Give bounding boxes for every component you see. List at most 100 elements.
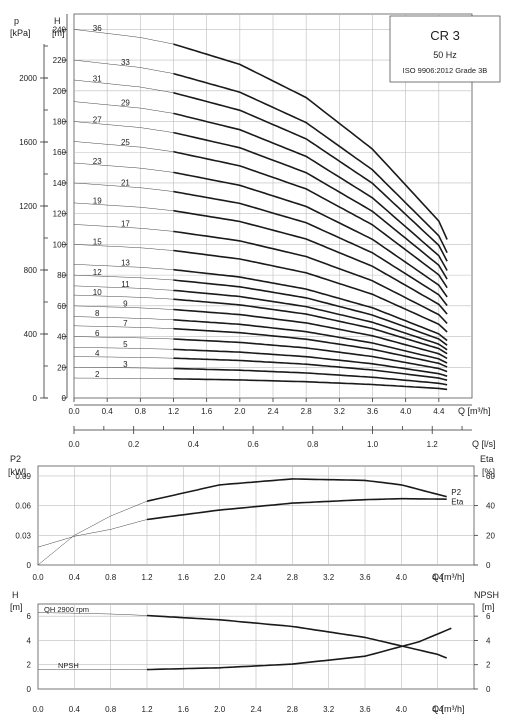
head-curve-label-4: 4: [95, 349, 100, 358]
h-axis-unit-bottom: [m]: [10, 602, 23, 612]
head-curve-label-23: 23: [93, 157, 102, 166]
head-curve-label-3: 3: [123, 360, 128, 369]
head-y-tick-label: 100: [53, 240, 67, 249]
head-curve-lead-11: [73, 285, 174, 291]
npsh-x-tick-label: 3.6: [359, 705, 371, 714]
head-curve-lead-23: [73, 162, 174, 173]
eta-axis-unit: [%]: [482, 467, 495, 477]
npsh-y-tick-label: 6: [27, 612, 32, 621]
power-curve-lead-p2: [37, 519, 148, 548]
head-curve-2: [173, 378, 448, 391]
pressure-tick-label: 400: [24, 330, 38, 339]
npsh-grid: [38, 604, 474, 689]
head-y-tick-label: 200: [53, 87, 67, 96]
head-curve-lead-9: [73, 305, 174, 310]
pressure-tick-label: 0: [33, 394, 38, 403]
head-x-tick-label: 1.6: [201, 407, 213, 416]
head-curve-lead-5: [73, 347, 174, 350]
head-y-tick-label: 140: [53, 179, 67, 188]
head-x-tick-label: 3.6: [367, 407, 379, 416]
head-curve-11: [173, 289, 448, 351]
power-curve-label-p2: P2: [451, 488, 461, 497]
head-curve-lead-6: [74, 336, 174, 340]
npsh-x-tick-label: 4.0: [396, 705, 408, 714]
power-y-tick-label: 0.09: [15, 472, 31, 481]
npsh-y-tick-label: 2: [27, 661, 32, 670]
eta-tick-label: 40: [486, 502, 495, 511]
head-curve-12: [173, 279, 448, 346]
flow-ls-tick-label: 0.2: [128, 440, 140, 449]
head-curve-9: [173, 308, 448, 360]
head-curve-label-2: 2: [95, 370, 100, 379]
power-x-tick-label: 2.8: [287, 573, 299, 582]
head-curve-label-12: 12: [93, 268, 102, 277]
head-axis-title: H: [54, 16, 61, 26]
head-x-tick-label: 3.2: [334, 407, 346, 416]
head-x-tick-label: 2.0: [234, 407, 246, 416]
head-curve-23: [173, 171, 448, 298]
flow-ls-tick-label: 0.4: [188, 440, 200, 449]
power-x-tick-label: 1.2: [141, 573, 153, 582]
head-curve-label-29: 29: [121, 99, 130, 108]
head-curve-lead-29: [73, 101, 174, 114]
npsh-x-tick-label: 4.4: [432, 705, 444, 714]
head-curve-lead-8: [73, 316, 174, 321]
npsh-right-tick-label: 6: [486, 612, 491, 621]
power-grid: [38, 466, 474, 565]
info-standard: ISO 9906:2012 Grade 3B: [403, 66, 488, 75]
head-curve-lead-3: [74, 367, 174, 369]
head-curve-13: [173, 268, 448, 342]
eta-tick-label: 60: [486, 472, 495, 481]
npsh-curve-label: NPSH: [58, 661, 79, 670]
head-curve-label-13: 13: [121, 259, 130, 268]
head-curve-21: [173, 190, 448, 306]
head-curve-lead-25: [73, 141, 174, 152]
head-curve-lead-27: [73, 121, 174, 133]
power-x-tick-label: 0.0: [32, 573, 44, 582]
flow-ls-axis-label: Q [l/s]: [472, 439, 496, 449]
head-curve-4: [173, 357, 448, 381]
head-curve-31: [173, 92, 448, 262]
eta-axis-title: Eta: [480, 454, 494, 464]
power-curve-label-eta: Eta: [451, 498, 464, 507]
head-curve-6: [173, 338, 448, 373]
flow-ls-tick-label: 0.0: [68, 440, 80, 449]
pressure-tick-label: 800: [24, 266, 38, 275]
power-curve-eta: [146, 478, 447, 502]
power-x-tick-label: 4.0: [396, 573, 408, 582]
power-axes: 0.0 0.4 0.8 1.2 1.6 2.0 2.4 2.8 3.2 3.6 4.0 4.4 0 0.0…: [15, 472, 495, 582]
head-curve-label-31: 31: [93, 74, 102, 83]
npsh-x-tick-label: 1.6: [178, 705, 190, 714]
head-y-tick-label: 40: [57, 333, 66, 342]
npsh-axes: 0.0 0.4 0.8 1.2 1.6 2.0 2.4 2.8 3.2 3.6 4.0 4.4 0 0 2 2…: [27, 612, 491, 714]
npsh-curves: [37, 612, 452, 671]
qh-curve-label: QH 2900 rpm: [44, 605, 89, 614]
power-x-tick-label: 1.6: [178, 573, 190, 582]
head-x-tick-label: 2.8: [301, 407, 313, 416]
npsh-axis-unit: [m]: [482, 602, 495, 612]
pressure-tick-label: 2000: [19, 74, 37, 83]
head-curve-label-8: 8: [95, 309, 100, 318]
head-curves: 36 33 31 29 27 25 23 21 19 17 15 13 12 11 10 9 8 7 6 5 4 3 2: [73, 24, 448, 391]
head-curve-15: [173, 249, 448, 333]
head-axes: 0.0 0.4 0.8 1.2 1.6 2.0 2.4 2.8 3.2 3.6 4.0 4.40204…: [19, 14, 472, 449]
head-curve-25: [173, 150, 448, 289]
npsh-x-tick-label: 3.2: [323, 705, 335, 714]
head-curve-lead-33: [73, 59, 174, 74]
flow-ls-tick-label: 1.2: [427, 440, 439, 449]
head-curve-label-10: 10: [93, 288, 102, 297]
flow-axis-label: Q [m³/h]: [458, 406, 491, 416]
pressure-axis-unit: [kPa]: [10, 28, 31, 38]
head-y-tick-label: 80: [57, 271, 66, 280]
pressure-tick-label: 1200: [19, 202, 37, 211]
eta-tick-label: 20: [486, 531, 495, 540]
power-x-tick-label: 3.6: [359, 573, 371, 582]
head-curve-36: [173, 43, 448, 240]
power-x-tick-label: 2.0: [214, 573, 226, 582]
head-curve-3: [173, 367, 448, 386]
head-y-tick-label: 180: [53, 118, 67, 127]
head-x-tick-label: 0.8: [135, 407, 147, 416]
p2-axis-unit: [kW]: [8, 467, 26, 477]
